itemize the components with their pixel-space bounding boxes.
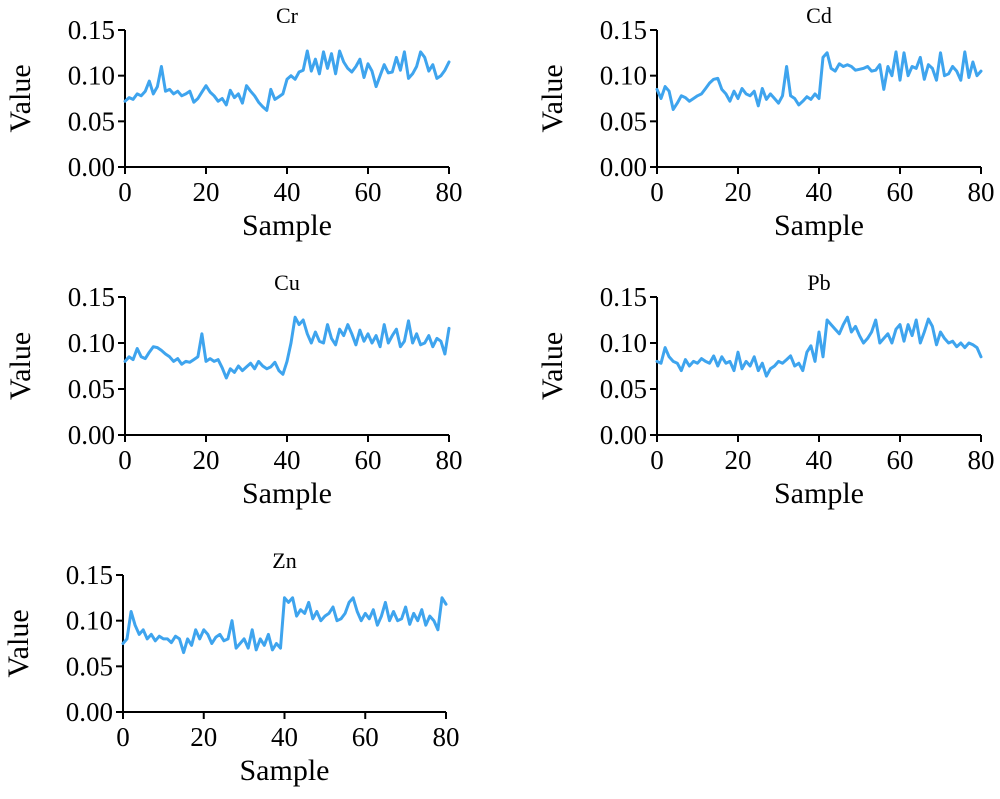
chart-panel-pb: Pb 0.00 0.05 0.10 0.15 0 20 40 60 80 Sample Value xyxy=(536,270,995,510)
x-tick-label: 0 xyxy=(118,445,132,475)
y-tick-label: 0.15 xyxy=(66,560,113,590)
chart-title: Cr xyxy=(276,3,299,28)
y-tick-label: 0.10 xyxy=(600,328,647,358)
chart-title: Cd xyxy=(806,3,832,28)
series-line-cr xyxy=(123,49,451,112)
x-axis-title: Sample xyxy=(242,209,332,242)
series-line-pb xyxy=(655,315,983,378)
y-axis-title: Value xyxy=(536,64,569,132)
x-tick-label: 0 xyxy=(650,177,664,207)
chart-panel-cd: Cd 0.00 0.05 0.10 0.15 0 20 40 60 80 Sample Value xyxy=(536,3,995,242)
y-axis-title: Value xyxy=(4,332,37,400)
x-tick-label: 20 xyxy=(190,722,217,752)
x-tick-label: 60 xyxy=(887,445,914,475)
y-tick-label: 0.05 xyxy=(68,374,115,404)
y-axis-title: Value xyxy=(4,64,37,132)
x-tick-label: 60 xyxy=(355,177,382,207)
y-tick-label: 0.05 xyxy=(68,106,115,136)
x-tick-label: 0 xyxy=(118,177,132,207)
x-tick-label: 80 xyxy=(968,177,995,207)
x-tick-label: 40 xyxy=(271,722,298,752)
x-tick-label: 60 xyxy=(887,177,914,207)
series-line-cu xyxy=(123,315,451,380)
y-tick-label: 0.00 xyxy=(68,152,115,182)
x-axis-title: Sample xyxy=(240,754,330,787)
y-tick-label: 0.00 xyxy=(600,152,647,182)
chart-title: Cu xyxy=(274,270,300,295)
y-tick-label: 0.10 xyxy=(68,328,115,358)
x-tick-label: 60 xyxy=(355,445,382,475)
x-tick-label: 20 xyxy=(193,445,220,475)
x-tick-label: 80 xyxy=(436,445,463,475)
y-tick-label: 0.05 xyxy=(66,651,113,681)
y-tick-label: 0.15 xyxy=(600,282,647,312)
y-tick-label: 0.05 xyxy=(600,106,647,136)
x-axis-title: Sample xyxy=(774,477,864,510)
y-tick-label: 0.10 xyxy=(68,61,115,91)
x-tick-label: 0 xyxy=(116,722,130,752)
x-tick-label: 40 xyxy=(274,177,301,207)
x-tick-label: 20 xyxy=(193,177,220,207)
y-tick-label: 0.00 xyxy=(66,697,113,727)
y-tick-label: 0.00 xyxy=(68,420,115,450)
y-axis-title: Value xyxy=(536,332,569,400)
x-tick-label: 80 xyxy=(433,722,460,752)
x-tick-label: 40 xyxy=(806,177,833,207)
y-tick-label: 0.15 xyxy=(68,15,115,45)
y-tick-label: 0.05 xyxy=(600,374,647,404)
y-tick-label: 0.15 xyxy=(68,282,115,312)
y-tick-label: 0.10 xyxy=(66,606,113,636)
chart-panel-zn: Zn 0.00 0.05 0.10 0.15 0 20 40 60 80 Sample Value xyxy=(2,548,460,787)
series-line-cd xyxy=(655,50,983,111)
chart-title: Pb xyxy=(807,270,830,295)
x-tick-label: 40 xyxy=(274,445,301,475)
chart-panel-cr: Cr 0.00 0.05 0.10 0.15 0 20 40 60 80 Sample Value xyxy=(4,3,463,242)
chart-panel-cu: Cu 0.00 0.05 0.10 0.15 0 20 40 60 80 Sample Value xyxy=(4,270,463,510)
x-tick-label: 20 xyxy=(725,177,752,207)
x-tick-label: 60 xyxy=(352,722,379,752)
x-tick-label: 80 xyxy=(968,445,995,475)
y-tick-label: 0.00 xyxy=(600,420,647,450)
x-tick-label: 0 xyxy=(650,445,664,475)
y-tick-label: 0.15 xyxy=(600,15,647,45)
x-tick-label: 20 xyxy=(725,445,752,475)
x-axis-title: Sample xyxy=(242,477,332,510)
y-tick-label: 0.10 xyxy=(600,61,647,91)
x-axis-title: Sample xyxy=(774,209,864,242)
series-line-zn xyxy=(121,596,448,655)
y-axis-title: Value xyxy=(2,609,35,677)
chart-title: Zn xyxy=(272,548,296,573)
x-tick-label: 40 xyxy=(806,445,833,475)
x-tick-label: 80 xyxy=(436,177,463,207)
